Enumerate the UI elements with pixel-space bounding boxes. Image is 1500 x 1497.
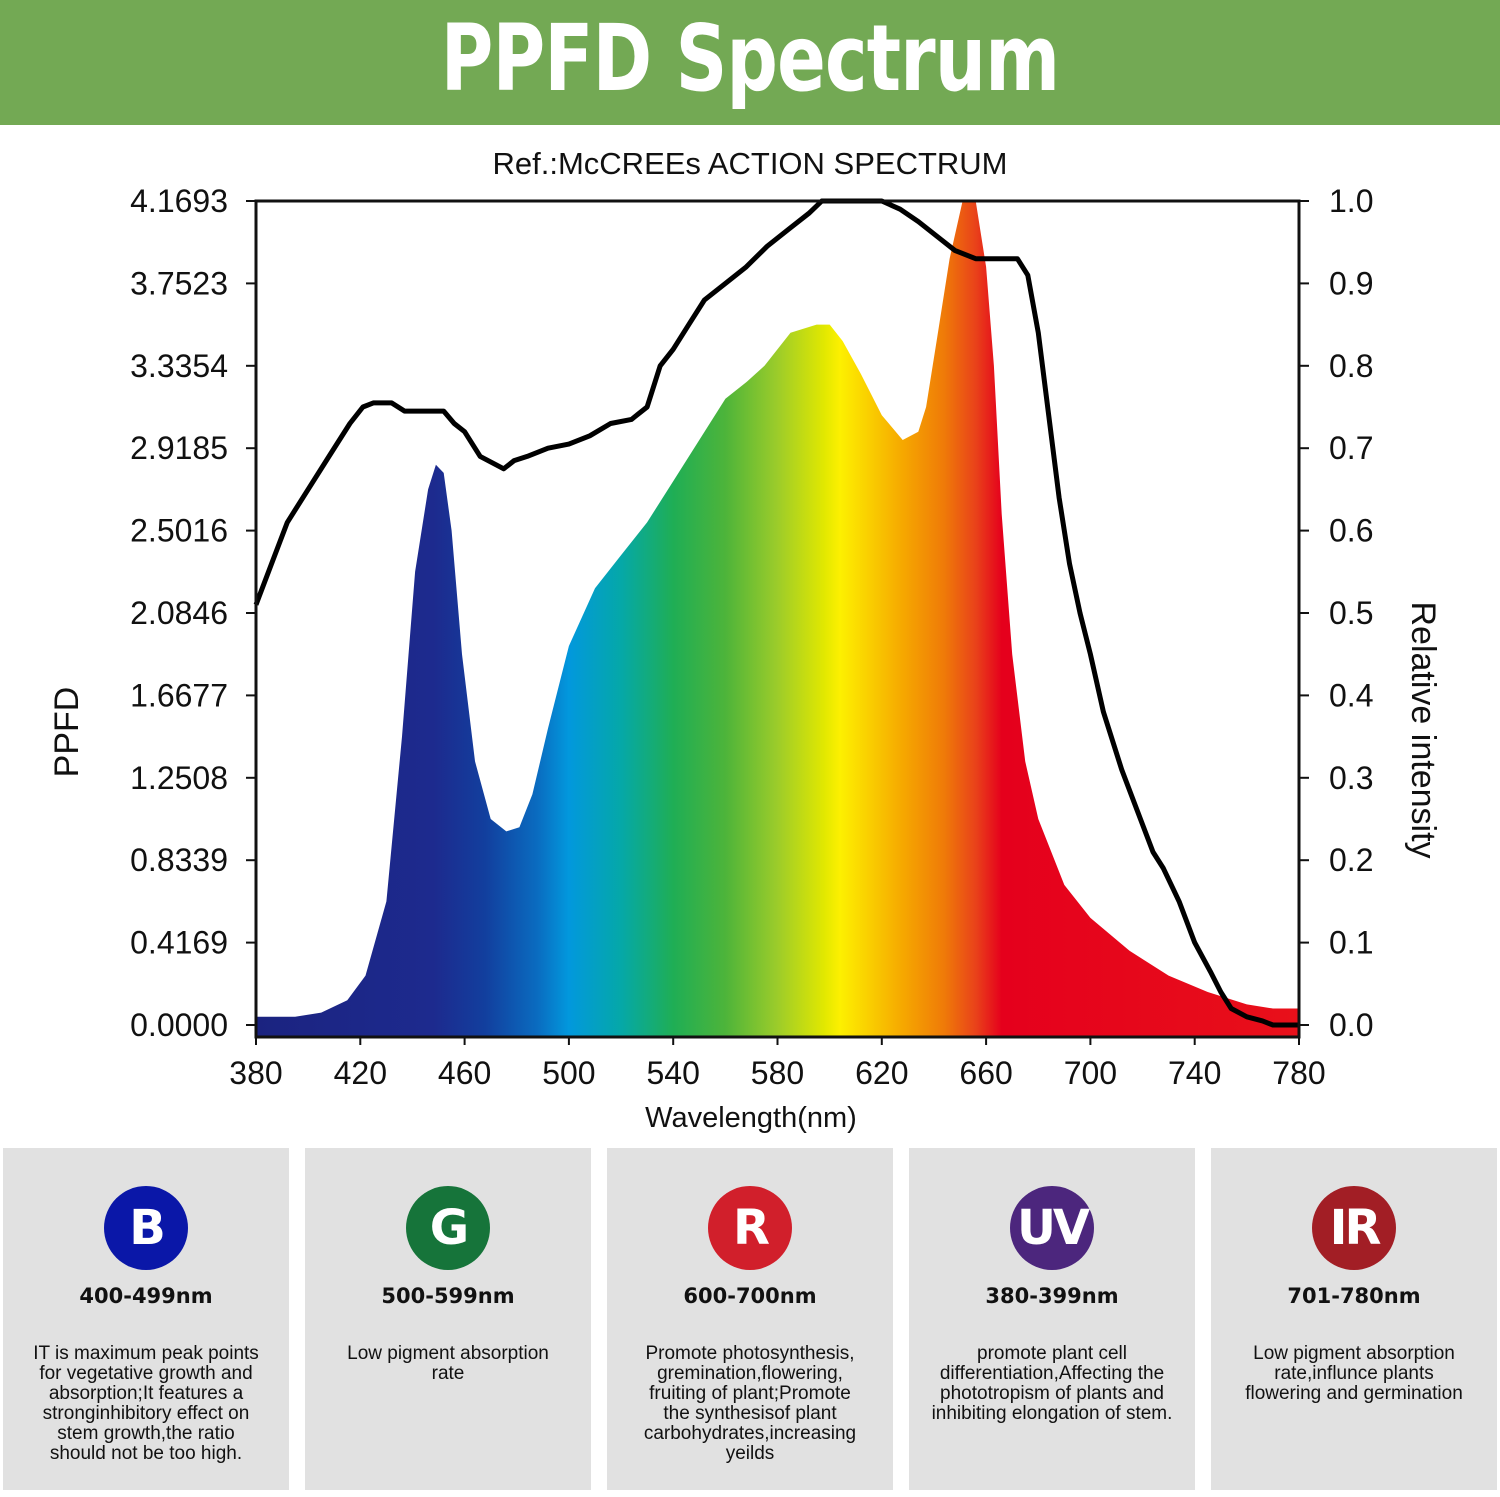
- card-description: Low pigment absorption rate: [313, 1344, 583, 1384]
- card-ir: IR 701-780nm Low pigment absorption rate,…: [1211, 1148, 1497, 1490]
- card-green: G 500-599nm Low pigment absorption rate: [305, 1148, 591, 1490]
- card-description-line: the synthesisof plant: [663, 1403, 837, 1424]
- card-description-line: rate: [431, 1363, 465, 1384]
- y-right-tick-label: 0.7: [1329, 430, 1373, 466]
- x-tick-label: 540: [647, 1055, 700, 1091]
- card-range: 701-780nm: [1287, 1284, 1421, 1308]
- card-range: 400-499nm: [79, 1284, 213, 1308]
- y-left-tick-label: 3.7523: [130, 265, 228, 301]
- y-left-tick-label: 2.9185: [130, 430, 228, 466]
- card-description-line: IT is maximum peak points: [33, 1343, 259, 1364]
- card-description-line: carbohydrates,increasing: [643, 1423, 857, 1444]
- y-right-tick-label: 0.6: [1329, 513, 1373, 549]
- page-title: PPFD Spectrum: [440, 5, 1060, 112]
- ppfd-spectrum-chart: Ref.:McCREEs ACTION SPECTRUM 380 420 460 50…: [48, 146, 1442, 1134]
- y-left-tick-label: 0.4169: [130, 925, 228, 961]
- card-range: 380-399nm: [985, 1284, 1119, 1308]
- card-description-line: differentiation,Affecting the: [939, 1363, 1165, 1384]
- card-description-line: should not be too high.: [49, 1443, 243, 1464]
- x-tick-label: 700: [1064, 1055, 1117, 1091]
- x-tick-label: 420: [334, 1055, 387, 1091]
- y-right-tick-label: 0.0: [1329, 1007, 1373, 1043]
- card-description-line: rate,influnce plants: [1274, 1363, 1434, 1384]
- spectrum-area: [256, 201, 1299, 1037]
- card-blue: B 400-499nm IT is maximum peak points for…: [3, 1148, 289, 1490]
- x-tick-label: 740: [1168, 1055, 1221, 1091]
- x-tick-label: 460: [438, 1055, 491, 1091]
- card-description-line: Low pigment absorption: [347, 1343, 549, 1364]
- card-description-line: Promote photosynthesis,: [645, 1343, 855, 1364]
- card-description-line: for vegetative growth and: [39, 1363, 253, 1384]
- card-description-line: yeilds: [725, 1443, 775, 1464]
- card-description-line: flowering and germination: [1245, 1383, 1463, 1404]
- green-badge-icon: G: [406, 1186, 490, 1270]
- y-right-tick-label: 0.4: [1329, 677, 1373, 713]
- card-description-line: stem growth,the ratio: [57, 1423, 235, 1444]
- chart-title: Ref.:McCREEs ACTION SPECTRUM: [493, 146, 1008, 181]
- blue-badge-icon: B: [104, 1186, 188, 1270]
- x-axis-label: Wavelength(nm): [645, 1102, 857, 1134]
- card-uv: UV 380-399nm promote plant cell different…: [909, 1148, 1195, 1490]
- y-right-tick-label: 0.2: [1329, 842, 1373, 878]
- card-description-line: absorption;It features a: [48, 1383, 244, 1404]
- y-axis-left-label: PPFD: [48, 687, 86, 778]
- x-tick-label: 500: [542, 1055, 595, 1091]
- header-banner: PPFD Spectrum: [0, 0, 1500, 125]
- x-tick-label: 780: [1272, 1055, 1325, 1091]
- y-axis-right-label: Relative intensity: [1404, 601, 1442, 858]
- x-tick-label: 620: [855, 1055, 908, 1091]
- card-description: promote plant cell differentiation,Affect…: [917, 1344, 1187, 1424]
- y-left-tick-label: 1.2508: [130, 760, 228, 796]
- y-left-tick-label: 0.0000: [130, 1007, 228, 1043]
- y-left-tick-label: 3.3354: [130, 348, 228, 384]
- card-description: Promote photosynthesis, gremination,flowe…: [615, 1344, 885, 1464]
- card-red: R 600-700nm Promote photosynthesis, gremi…: [607, 1148, 893, 1490]
- y-left-tick-label: 2.0846: [130, 595, 228, 631]
- y-right-tick-label: 0.1: [1329, 925, 1373, 961]
- card-description: Low pigment absorption rate,influnce plan…: [1219, 1344, 1489, 1404]
- card-description-line: phototropism of plants and: [940, 1383, 1164, 1404]
- ir-badge-icon: IR: [1312, 1186, 1396, 1270]
- card-description-line: inhibiting elongation of stem.: [931, 1403, 1173, 1424]
- x-tick-label: 580: [751, 1055, 804, 1091]
- card-range: 600-700nm: [683, 1284, 817, 1308]
- card-description-line: gremination,flowering,: [657, 1363, 843, 1384]
- y-right-tick-label: 1.0: [1329, 183, 1373, 219]
- card-description: IT is maximum peak points for vegetative …: [11, 1344, 281, 1464]
- y-left-tick-label: 2.5016: [130, 513, 228, 549]
- red-badge-icon: R: [708, 1186, 792, 1270]
- y-right-tick-label: 0.5: [1329, 595, 1373, 631]
- uv-badge-icon: UV: [1010, 1186, 1094, 1270]
- card-description-line: fruiting of plant;Promote: [649, 1383, 851, 1404]
- y-right-tick-label: 0.8: [1329, 348, 1373, 384]
- spectrum-band-cards: B 400-499nm IT is maximum peak points for…: [0, 1148, 1500, 1490]
- y-left-tick-label: 1.6677: [130, 677, 228, 713]
- mccree-action-line: [253, 198, 1299, 1028]
- y-right-tick-label: 0.3: [1329, 760, 1373, 796]
- y-right-tick-label: 0.9: [1329, 265, 1373, 301]
- card-description-line: stronginhibitory effect on: [42, 1403, 250, 1424]
- card-range: 500-599nm: [381, 1284, 515, 1308]
- y-left-tick-label: 0.8339: [130, 842, 228, 878]
- y-left-tick-label: 4.1693: [130, 183, 228, 219]
- card-description-line: Low pigment absorption: [1253, 1343, 1455, 1364]
- x-tick-label: 660: [959, 1055, 1012, 1091]
- card-description-line: promote plant cell: [977, 1343, 1127, 1364]
- x-tick-label: 380: [229, 1055, 282, 1091]
